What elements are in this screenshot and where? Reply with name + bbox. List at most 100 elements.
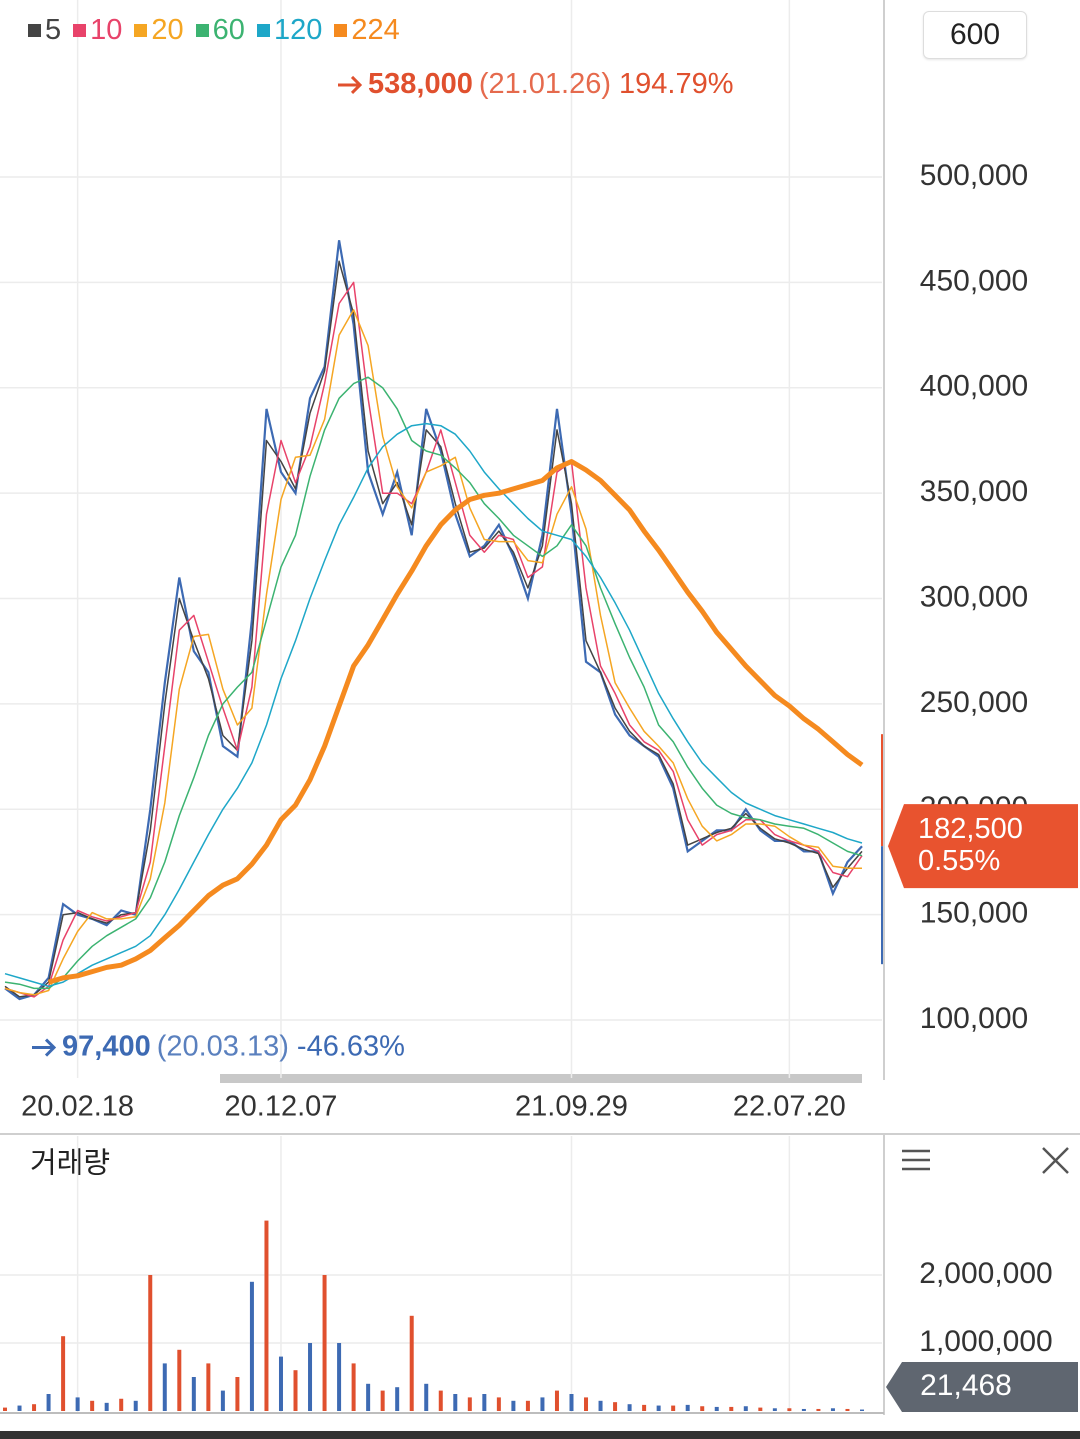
- current-price: 182,500: [918, 813, 1023, 845]
- annotation-arrow: [338, 75, 363, 95]
- legend-swatch: [334, 24, 348, 37]
- volume-bar: [380, 1390, 385, 1411]
- volume-bar: [75, 1397, 80, 1411]
- legend-label: 60: [212, 14, 245, 46]
- volume-bar: [801, 1408, 806, 1411]
- volume-bar: [351, 1363, 356, 1411]
- legend-label: 20: [151, 14, 184, 46]
- volume-bar: [46, 1394, 51, 1411]
- volume-bar: [845, 1408, 850, 1411]
- current-volume-tag: [886, 1362, 1078, 1412]
- volume-bar: [685, 1404, 690, 1411]
- volume-bar: [17, 1405, 22, 1411]
- volume-bar: [409, 1315, 414, 1411]
- annotation: 97,400 (20.03.13) -46.63%: [62, 1030, 405, 1062]
- legend-item[interactable]: 60: [195, 14, 245, 47]
- legend-item[interactable]: 10: [73, 14, 122, 47]
- annotation-date: (20.03.13): [157, 1030, 289, 1062]
- legend-swatch: [73, 24, 87, 37]
- volume-bar: [453, 1394, 458, 1411]
- volume-bar: [700, 1406, 705, 1411]
- annotation-change: 194.79%: [619, 68, 734, 100]
- volume-bar: [584, 1397, 589, 1411]
- volume-bar: [177, 1349, 182, 1411]
- volume-title: 거래량: [30, 1148, 110, 1180]
- current-volume: 21,468: [920, 1369, 1012, 1402]
- volume-bar: [61, 1336, 66, 1411]
- volume-bar: [220, 1390, 225, 1411]
- moving-average-line: [4, 309, 862, 996]
- volume-bar: [264, 1220, 269, 1411]
- legend-item[interactable]: 224: [334, 14, 400, 47]
- annotation-value: 538,000: [368, 68, 473, 100]
- volume-bar: [424, 1383, 429, 1411]
- volume-bar: [148, 1275, 153, 1411]
- volume-bar: [613, 1402, 618, 1411]
- volume-bar: [308, 1343, 313, 1411]
- y-tick-label: 300,000: [920, 580, 1028, 613]
- volume-bar: [438, 1390, 443, 1411]
- current-change: 0.55%: [918, 845, 1000, 877]
- bottom-bar: [0, 1431, 1080, 1439]
- volume-bar: [569, 1394, 574, 1411]
- y-tick-label: 500,000: [920, 159, 1028, 192]
- volume-bar: [743, 1406, 748, 1411]
- legend-swatch: [195, 24, 209, 37]
- volume-bar: [104, 1402, 109, 1411]
- menu-icon[interactable]: [902, 1149, 930, 1171]
- volume-bar: [395, 1387, 400, 1411]
- volume-bar: [206, 1363, 211, 1411]
- y-tick-label: 450,000: [920, 264, 1028, 297]
- y-tick-label: 150,000: [920, 897, 1028, 930]
- volume-bar: [162, 1363, 167, 1411]
- annotation-change: -46.63%: [297, 1030, 405, 1062]
- moving-average-line: [4, 260, 863, 998]
- legend-item[interactable]: 120: [256, 14, 322, 47]
- legend-item[interactable]: 5: [28, 14, 61, 47]
- volume-bar: [119, 1398, 124, 1411]
- volume-bar: [511, 1400, 516, 1411]
- y-tick-label: 250,000: [920, 686, 1028, 719]
- close-icon[interactable]: [1042, 1147, 1069, 1174]
- legend-item[interactable]: 20: [134, 14, 184, 47]
- volume-bar: [467, 1397, 472, 1411]
- volume-bar: [860, 1409, 864, 1411]
- legend-label: 5: [45, 14, 62, 46]
- moving-average-line: [4, 422, 863, 988]
- volume-bar: [32, 1404, 37, 1411]
- y-tick-label: 100,000: [920, 1002, 1028, 1035]
- volume-bar: [90, 1400, 95, 1411]
- volume-bar: [249, 1281, 254, 1411]
- volume-bar: [830, 1408, 835, 1411]
- moving-average-line: [47, 459, 864, 985]
- legend-swatch: [134, 24, 148, 37]
- moving-average-line: [4, 376, 863, 990]
- volume-bar: [772, 1408, 777, 1411]
- volume-bar: [235, 1377, 240, 1411]
- y-tick-label: 2,000,000: [919, 1257, 1052, 1290]
- y-tick-label: 1,000,000: [919, 1325, 1052, 1358]
- volume-bar: [671, 1405, 676, 1411]
- volume-bar: [337, 1343, 342, 1411]
- y-tick-label: 350,000: [920, 475, 1028, 508]
- x-tick-label: 22.07.20: [733, 1091, 846, 1123]
- x-tick-label: 20.02.18: [21, 1091, 134, 1123]
- annotation-arrow: [32, 1038, 57, 1057]
- volume-bar: [554, 1390, 559, 1411]
- volume-bar: [482, 1394, 487, 1411]
- legend-label: 224: [351, 14, 400, 46]
- volume-bar: [133, 1400, 138, 1411]
- period-button[interactable]: 600: [923, 11, 1027, 59]
- volume-bar: [278, 1356, 283, 1411]
- volume-bar: [3, 1407, 7, 1411]
- legend-swatch: [28, 24, 41, 37]
- volume-bar: [714, 1406, 719, 1411]
- scrollbar[interactable]: [220, 1074, 862, 1083]
- moving-average-line: [4, 281, 863, 998]
- legend-swatch: [256, 24, 270, 37]
- volume-bar: [816, 1408, 821, 1411]
- volume-bar: [758, 1407, 763, 1411]
- volume-bar: [525, 1400, 530, 1411]
